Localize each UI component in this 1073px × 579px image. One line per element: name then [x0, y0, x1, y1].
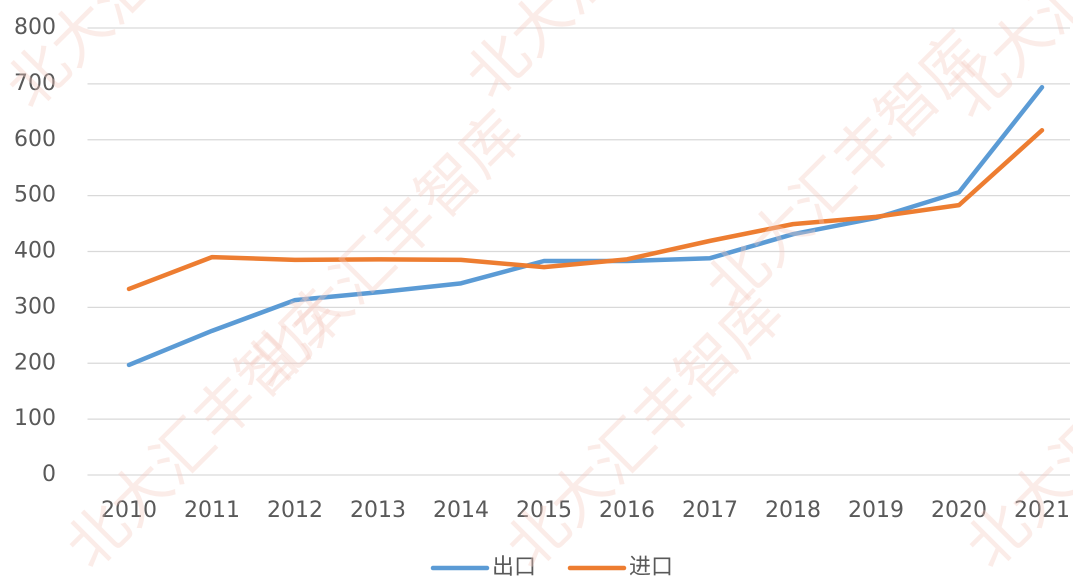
x-tick-label: 2011 [184, 498, 240, 523]
watermark: 北大汇丰智库 [493, 278, 797, 579]
y-tick-label: 600 [14, 127, 56, 152]
x-tick-label: 2018 [765, 498, 821, 523]
y-tick-label: 300 [14, 294, 56, 319]
legend-label: 出口 [492, 555, 536, 579]
y-tick-label: 700 [14, 71, 56, 96]
x-tick-label: 2020 [931, 498, 987, 523]
x-tick-label: 2015 [516, 498, 572, 523]
y-tick-label: 800 [14, 15, 56, 40]
y-tick-label: 200 [14, 350, 56, 375]
y-tick-label: 500 [14, 183, 56, 208]
y-tick-label: 400 [14, 239, 56, 264]
watermark: 北大汇丰智库 [53, 278, 357, 579]
watermark: 北大汇丰智库 [453, 0, 757, 112]
y-tick-label: 0 [42, 462, 56, 487]
y-tick-label: 100 [14, 406, 56, 431]
watermark: 北大汇丰智库 [953, 278, 1073, 579]
x-tick-label: 2016 [599, 498, 655, 523]
x-tick-label: 2010 [101, 498, 157, 523]
x-tick-label: 2012 [267, 498, 323, 523]
x-tick-label: 2014 [433, 498, 489, 523]
x-tick-label: 2021 [1014, 498, 1070, 523]
line-series [126, 128, 1045, 292]
x-tick-label: 2019 [848, 498, 904, 523]
x-tick-label: 2013 [350, 498, 406, 523]
legend-label: 进口 [629, 555, 673, 579]
x-tick-label: 2017 [682, 498, 738, 523]
watermark: 北大汇丰智库 [693, 18, 997, 322]
